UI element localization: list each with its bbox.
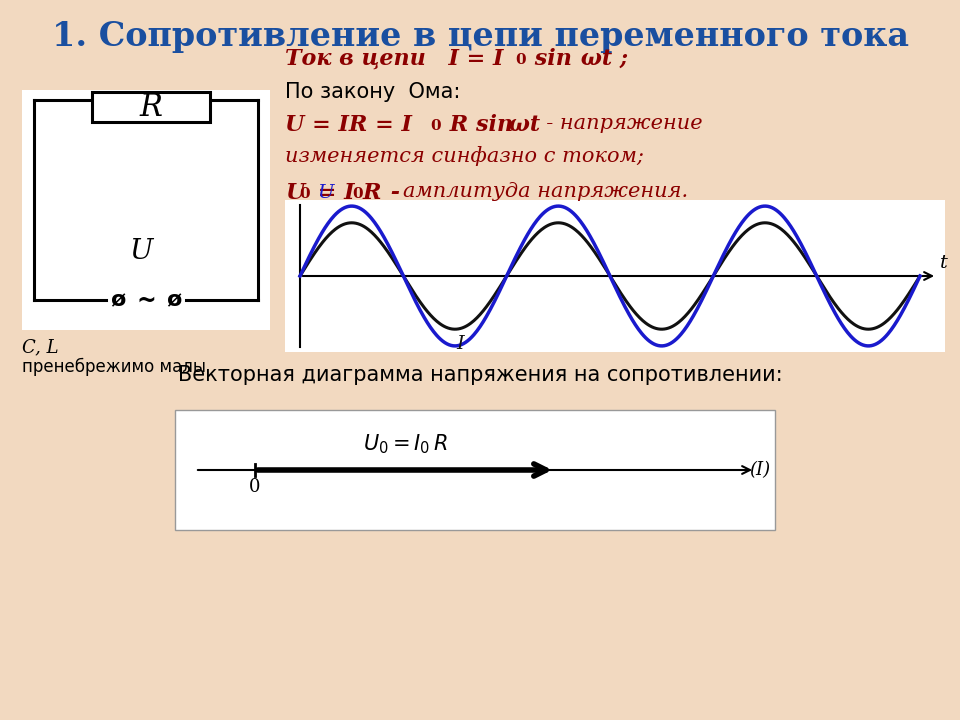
Text: ωt ;: ωt ;	[573, 48, 628, 70]
Text: ~: ~	[136, 289, 156, 313]
Text: $U_0 = I_0\,R$: $U_0 = I_0\,R$	[363, 433, 447, 456]
Text: Векторная диаграмма напряжения на сопротивлении:: Векторная диаграмма напряжения на сопрот…	[178, 365, 782, 385]
Text: ø: ø	[110, 290, 126, 310]
Text: 0: 0	[352, 187, 363, 201]
Text: (I): (I)	[750, 461, 771, 479]
Text: По закону  Ома:: По закону Ома:	[285, 82, 461, 102]
Text: U: U	[317, 184, 333, 202]
Text: C, L: C, L	[22, 338, 59, 356]
Text: sin: sin	[527, 48, 572, 70]
Text: изменяется синфазно с током;: изменяется синфазно с током;	[285, 146, 644, 166]
Text: ø: ø	[166, 290, 181, 310]
Text: - напряжение: - напряжение	[533, 114, 703, 133]
Text: I: I	[456, 336, 464, 354]
Text: U: U	[285, 182, 304, 204]
Text: 1. Сопротивление в цепи переменного тока: 1. Сопротивление в цепи переменного тока	[52, 20, 908, 53]
Bar	[285, 200, 945, 352]
Text: пренебрежимо малы: пренебрежимо малы	[22, 358, 206, 377]
Text: R: R	[139, 91, 162, 122]
Text: t: t	[940, 254, 948, 272]
Bar	[22, 90, 270, 330]
Text: R sin: R sin	[442, 114, 514, 136]
Text: U: U	[130, 238, 153, 265]
Text: = I: = I	[310, 182, 354, 204]
Text: 0: 0	[250, 478, 261, 496]
Bar	[92, 92, 210, 122]
Text: Ток в цепи: Ток в цепи	[285, 48, 425, 70]
Text: 0: 0	[430, 119, 441, 133]
Text: ωt: ωt	[501, 114, 540, 136]
Text: -: -	[383, 182, 408, 204]
Text: 0: 0	[515, 53, 526, 67]
Text: амплитуда напряжения.: амплитуда напряжения.	[403, 182, 688, 201]
Text: U = IR = I: U = IR = I	[285, 114, 412, 136]
Text: 0: 0	[299, 187, 310, 201]
Bar	[175, 410, 775, 530]
Text: R: R	[363, 182, 381, 204]
Text: I = I: I = I	[433, 48, 503, 70]
